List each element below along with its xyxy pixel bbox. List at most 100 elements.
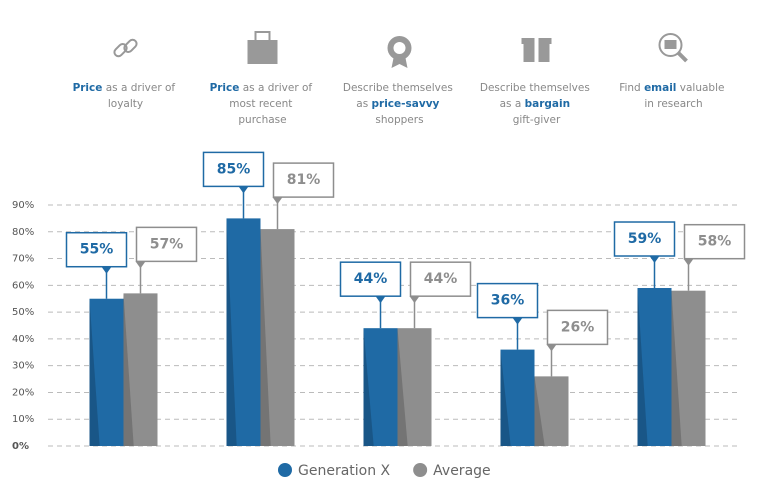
label-box [135, 226, 198, 263]
label-pin-head [409, 296, 420, 304]
label-box [202, 151, 265, 188]
icon-part [391, 58, 408, 68]
y-tick-label: 60% [12, 280, 34, 291]
bar-shade [260, 229, 271, 446]
category-text [439, 98, 442, 110]
icon-part [677, 51, 688, 63]
y-tick-label: 30% [12, 361, 34, 372]
label-box [613, 221, 676, 257]
bar [637, 288, 672, 446]
icon-part [664, 40, 677, 49]
legend-marker [278, 463, 292, 477]
bar [671, 290, 706, 446]
icon-part [393, 42, 406, 54]
category-text: Price [210, 82, 240, 94]
label-box [272, 162, 335, 198]
category-text: Describe themselves [343, 82, 456, 94]
legend-label: Generation X [298, 463, 391, 479]
category-text: Price [73, 82, 103, 94]
y-tick-label: 20% [12, 387, 34, 398]
bar [226, 218, 261, 446]
category-icon [387, 36, 412, 68]
bar [89, 298, 124, 446]
category-icon [113, 38, 138, 58]
value-label: 44% [354, 271, 388, 287]
value-label: 44% [424, 271, 458, 287]
legend-marker [413, 463, 428, 477]
bar-shade [397, 328, 408, 446]
label-pin-head [683, 258, 694, 266]
category-text: in research [644, 98, 702, 110]
bar [123, 293, 158, 446]
category-label: Price as a driver of loyalty [73, 82, 179, 110]
category-text: as a driver of [239, 82, 315, 94]
category-label: Describe themselves as price-savvy shopp… [343, 82, 456, 126]
value-label: 26% [561, 319, 595, 335]
label-pin-head [101, 266, 112, 274]
label-box [546, 309, 609, 346]
category-label: Price as a driver of most recent purchas… [210, 82, 316, 126]
category-text: as a driver of [102, 82, 178, 94]
y-tick-label: 70% [12, 254, 34, 265]
bar-shade [123, 293, 134, 446]
icon-part [534, 38, 539, 62]
label-box [65, 231, 128, 268]
category-text: purchase [238, 114, 286, 126]
label-pin-head [272, 197, 283, 205]
category-text: as a [500, 98, 525, 110]
category-text: most recent [229, 98, 295, 110]
label-pin-head [375, 296, 386, 304]
category-text: shoppers [375, 114, 423, 126]
bar [363, 328, 398, 446]
category-text [570, 98, 573, 110]
category-icon [247, 31, 278, 64]
icon-part [123, 38, 138, 53]
label-box [409, 261, 472, 297]
y-tick-label: 40% [12, 334, 34, 345]
y-tick-label: 80% [12, 227, 34, 238]
category-text: loyalty [108, 98, 143, 110]
category-label: Find email valuable in research [619, 82, 728, 110]
y-tick-label: 50% [12, 307, 34, 318]
category-text: as [356, 98, 371, 110]
label-box [339, 261, 402, 297]
icon-part [658, 33, 683, 57]
bar-shade [534, 376, 545, 446]
bar [397, 328, 432, 446]
bar-shade [363, 328, 374, 446]
y-tick-label: 10% [12, 414, 34, 425]
bar [500, 349, 535, 446]
value-label: 57% [150, 236, 184, 252]
label-pin-head [135, 261, 146, 269]
bar-shade [226, 218, 237, 446]
bar-shade [637, 288, 648, 446]
value-label: 58% [698, 234, 732, 250]
value-label: 36% [491, 293, 525, 309]
y-tick-label: 0% [12, 441, 29, 452]
category-text: Describe themselves [480, 82, 593, 94]
category-icon [658, 33, 688, 63]
label-pin-head [649, 256, 660, 264]
category-icon [521, 38, 552, 62]
category-text: valuable [676, 82, 727, 94]
category-text: Find [619, 82, 644, 94]
bar [260, 229, 295, 446]
bar-shade [671, 290, 682, 446]
category-label: Describe themselves as a bargain gift-gi… [480, 82, 593, 126]
icon-part [254, 31, 271, 40]
value-label: 85% [217, 161, 251, 177]
bar [534, 376, 569, 446]
icon-part [247, 40, 278, 64]
y-tick-label: 90% [12, 200, 34, 211]
label-pin-head [546, 344, 557, 352]
label-pin-head [238, 186, 249, 194]
category-text: bargain [525, 98, 570, 110]
bar-shade [89, 298, 100, 446]
value-label: 81% [287, 172, 321, 188]
value-label: 55% [80, 242, 114, 258]
label-box [476, 282, 539, 319]
label-pin-head [512, 317, 523, 325]
bar-shade [500, 349, 511, 446]
label-box [683, 223, 746, 260]
